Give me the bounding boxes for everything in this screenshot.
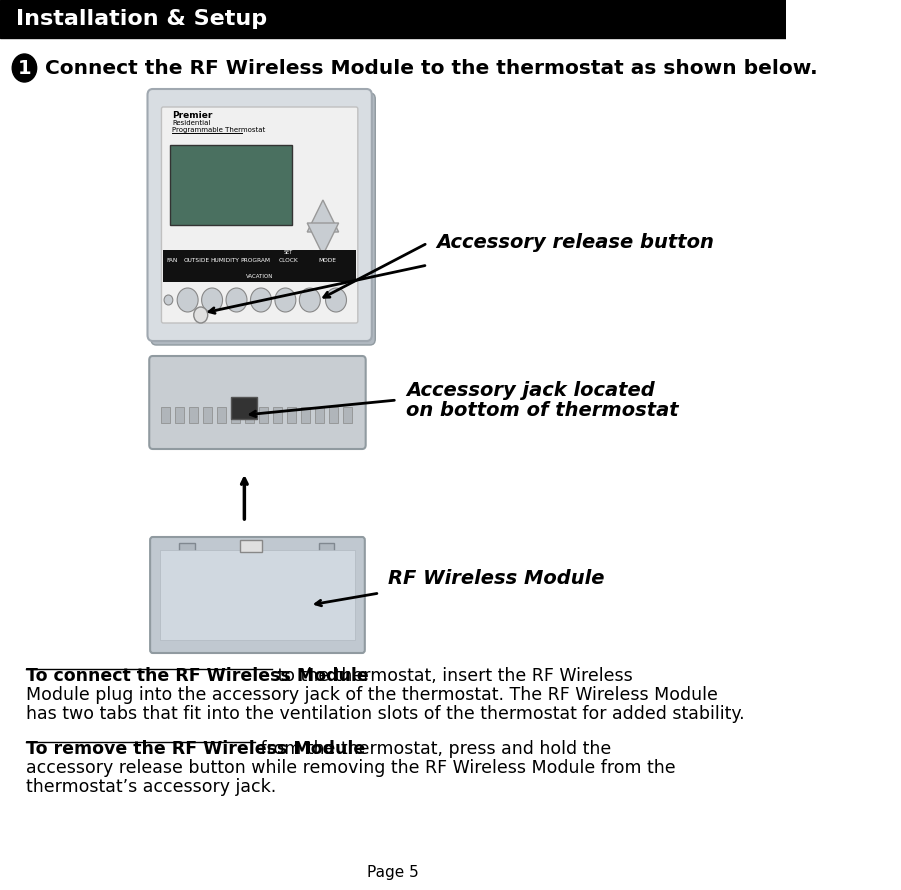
Bar xyxy=(245,407,254,423)
Bar xyxy=(287,407,296,423)
Text: VACATION: VACATION xyxy=(245,274,273,279)
Text: CLOCK: CLOCK xyxy=(278,258,298,263)
Circle shape xyxy=(226,288,247,312)
Text: PROGRAM: PROGRAM xyxy=(241,258,270,263)
Text: Programmable Thermostat: Programmable Thermostat xyxy=(172,127,265,133)
Bar xyxy=(189,407,198,423)
Circle shape xyxy=(202,288,223,312)
Bar xyxy=(259,407,268,423)
Bar xyxy=(176,407,184,423)
Bar xyxy=(159,550,355,640)
Circle shape xyxy=(250,288,271,312)
Bar xyxy=(301,407,310,423)
Text: on bottom of thermostat: on bottom of thermostat xyxy=(405,400,678,419)
Circle shape xyxy=(177,288,198,312)
Bar xyxy=(0,0,787,38)
Text: from the thermostat, press and hold the: from the thermostat, press and hold the xyxy=(255,740,611,758)
Bar xyxy=(204,407,212,423)
Text: Page 5: Page 5 xyxy=(367,864,419,879)
Text: OUTSIDE: OUTSIDE xyxy=(183,258,209,263)
Text: To remove the RF Wireless Module: To remove the RF Wireless Module xyxy=(26,740,366,758)
Text: HUMIDITY: HUMIDITY xyxy=(211,258,240,263)
Bar xyxy=(170,145,292,225)
Text: has two tabs that fit into the ventilation slots of the thermostat for added sta: has two tabs that fit into the ventilati… xyxy=(26,705,745,723)
Polygon shape xyxy=(307,223,339,255)
Bar xyxy=(273,407,282,423)
Circle shape xyxy=(299,288,320,312)
Circle shape xyxy=(275,288,296,312)
Text: Accessory jack located: Accessory jack located xyxy=(405,381,655,400)
Bar xyxy=(343,407,351,423)
Bar xyxy=(163,250,356,272)
Bar xyxy=(315,407,323,423)
Text: Installation & Setup: Installation & Setup xyxy=(15,9,267,29)
Text: 1: 1 xyxy=(18,59,32,77)
Bar xyxy=(232,397,258,419)
Text: accessory release button while removing the RF Wireless Module from the: accessory release button while removing … xyxy=(26,759,676,777)
FancyBboxPatch shape xyxy=(150,537,365,653)
Text: Accessory release button: Accessory release button xyxy=(436,233,714,253)
Bar xyxy=(163,272,356,282)
Text: Connect the RF Wireless Module to the thermostat as shown below.: Connect the RF Wireless Module to the th… xyxy=(45,59,818,77)
Bar xyxy=(329,407,338,423)
Text: To connect the RF Wireless Module: To connect the RF Wireless Module xyxy=(26,667,369,685)
Circle shape xyxy=(13,54,37,82)
Text: RF Wireless Module: RF Wireless Module xyxy=(388,569,605,587)
FancyBboxPatch shape xyxy=(151,93,376,345)
Circle shape xyxy=(164,295,173,305)
Text: Module plug into the accessory jack of the thermostat. The RF Wireless Module: Module plug into the accessory jack of t… xyxy=(26,686,718,704)
Polygon shape xyxy=(307,200,339,232)
FancyBboxPatch shape xyxy=(148,89,372,341)
Text: SET: SET xyxy=(284,250,293,255)
Text: MODE: MODE xyxy=(318,258,336,263)
FancyBboxPatch shape xyxy=(150,356,366,449)
FancyBboxPatch shape xyxy=(161,107,358,323)
Bar xyxy=(232,407,240,423)
Bar xyxy=(161,407,170,423)
Bar xyxy=(217,407,226,423)
Text: Residential: Residential xyxy=(172,120,210,126)
Bar xyxy=(179,543,195,555)
Bar xyxy=(240,540,262,552)
Text: Premier: Premier xyxy=(172,110,213,119)
Text: to the thermostat, insert the RF Wireless: to the thermostat, insert the RF Wireles… xyxy=(272,667,633,685)
Circle shape xyxy=(325,288,347,312)
Circle shape xyxy=(194,307,208,323)
Text: thermostat’s accessory jack.: thermostat’s accessory jack. xyxy=(26,778,277,796)
Bar xyxy=(319,543,334,555)
Text: FAN: FAN xyxy=(167,258,177,263)
